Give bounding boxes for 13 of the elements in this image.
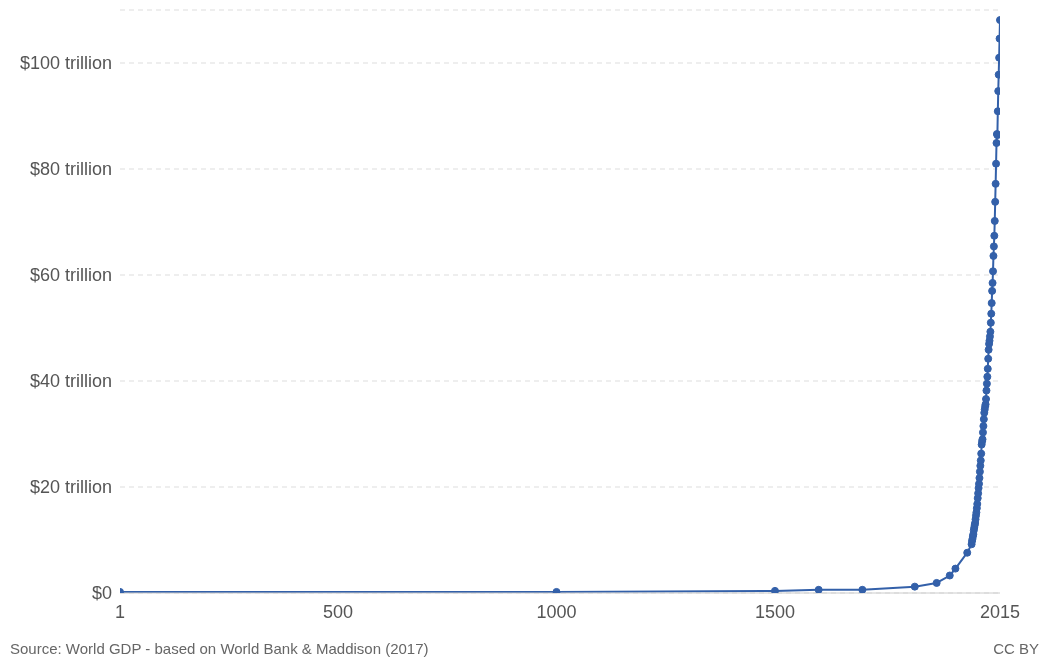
- x-tick-label: 1000: [536, 601, 577, 622]
- text: CC BY: [993, 640, 1039, 657]
- y-tick-label: $60 trillion: [29, 265, 112, 286]
- y-tick-label: $100 trillion: [19, 53, 112, 74]
- y-tick-label: $40 trillion: [29, 371, 112, 392]
- x-tick-label: 500: [323, 601, 354, 622]
- y-tick-label: $0: [91, 583, 112, 604]
- source-note: Source: World GDP - based on World Bank & Maddison (2017): [10, 640, 429, 657]
- x-tick-label: 1500: [754, 601, 795, 622]
- x-tick-label: 2015: [979, 601, 1021, 622]
- y-tick-label: $80 trillion: [29, 159, 112, 180]
- x-tick-label: 1: [114, 601, 126, 622]
- y-tick-label: $20 trillion: [29, 477, 112, 498]
